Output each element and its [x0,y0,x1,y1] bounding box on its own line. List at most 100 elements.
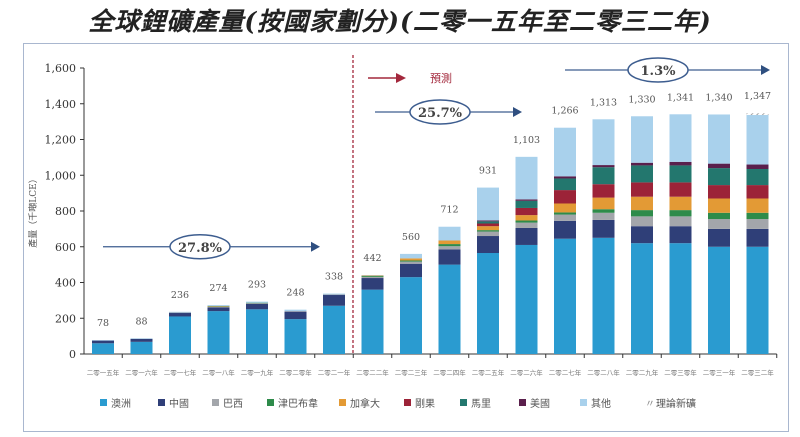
bar-segment-6 [515,200,538,208]
total-label: 88 [135,316,147,327]
bar-segment-7 [477,220,499,222]
bar-segment-8 [515,156,538,200]
bar-segment-0 [207,311,230,354]
chart-title: 全球鋰礦產量(按國家劃分)(二零一五年至二零三二年) [88,7,712,36]
legend-label: 中國 [169,397,189,410]
total-label: 712 [440,205,458,216]
bar-segment-8 [130,338,153,339]
legend-label: 美國 [530,397,550,410]
bar-segment-1 [592,219,615,238]
y-tick-label: 600 [55,241,76,254]
bar-segment-8 [207,305,230,306]
total-label: 293 [248,280,266,291]
x-tick-label: 二零二三年 [395,368,428,377]
bar-segment-3 [515,220,538,223]
bar-segment-4 [400,258,422,261]
bar-segment-1 [92,340,114,344]
bar-segment-3 [746,212,769,220]
cagr-forecast-1-arrow-head-icon [513,107,522,117]
x-tick-label: 二零一五年 [87,368,120,377]
bar-segment-8 [400,253,422,259]
x-tick-label: 二零二零年 [279,368,312,377]
bar-segment-8 [323,293,345,295]
legend-label: 巴西 [223,398,243,410]
bar-segment-0 [92,343,114,354]
bar-segment-4 [669,196,692,211]
total-label: 78 [97,318,109,329]
x-tick-label: 二零二五年 [472,368,505,377]
bar-segment-1 [746,228,769,247]
chart-frame [23,43,789,432]
legend-label: 其他 [591,397,611,410]
bar-segment-8 [708,114,730,164]
bar-segment-4 [746,198,769,213]
bar-segment-1 [708,228,730,247]
bar-segment-3 [631,210,653,217]
bar-segment-1 [669,226,692,244]
bar-segment-5 [592,184,615,198]
total-label: 1,347 [744,91,771,102]
bar-segment-8 [92,340,114,341]
total-label: 1,341 [667,92,694,103]
bar-segment-8 [554,127,576,177]
bar-segment-0 [130,341,153,354]
x-tick-label: 二零二一年 [318,368,351,377]
bar-segment-1 [361,278,384,290]
total-label: 274 [209,283,227,294]
bar-segment-0 [477,253,499,354]
total-label: 1,266 [551,106,578,117]
total-label: 248 [286,288,304,299]
bar-segment-8 [592,119,615,166]
bar-segment-8 [746,115,769,165]
legend-label: 剛果 [415,398,435,410]
bar-segment-2 [746,219,769,229]
cagr-forecast-2-label: 1.3% [641,64,677,79]
bar-segment-2 [515,222,538,228]
bar-segment-3 [438,244,461,247]
legend-swatch [212,399,219,406]
total-label: 931 [479,166,497,177]
legend-swatch [100,399,107,406]
bar-segment-4 [554,203,576,213]
bar-segment-6 [554,178,576,191]
bar-segment-4 [631,196,653,211]
y-axis-label: 產量（千噸LCE） [27,174,39,247]
bar-segment-1 [438,249,461,265]
bar-segment-3 [669,210,692,217]
bar-segment-6 [477,221,499,224]
bar-segment-3 [708,212,730,220]
bar-segment-1 [631,226,653,244]
bar-segment-4 [438,240,461,245]
bar-segment-2 [631,216,653,227]
bar-segment-8 [477,187,499,221]
bar-segment-2 [400,261,422,264]
bar-segment-1 [207,307,230,312]
bar-segment-0 [708,246,730,354]
legend-label: 理論新礦 [656,397,696,410]
total-label: 560 [402,232,420,243]
bar-segment-2 [169,312,191,314]
x-tick-label: 二零三一年 [703,368,736,377]
bar-segment-3 [246,302,268,304]
bar-segment-5 [746,185,769,199]
bar-segment-8 [438,226,461,241]
cagr-historical-ellipse [169,234,231,260]
bar-segment-7 [515,199,538,201]
bar-segment-7 [746,164,769,169]
y-tick-label: 1,000 [45,169,77,182]
bar-segment-6 [592,167,615,185]
bar-segment-1 [169,312,191,317]
bar-segment-3 [400,260,422,262]
total-label: 1,313 [590,97,617,108]
bar-segment-3 [207,306,230,307]
cagr-forecast-1-label: 25.7% [418,106,463,121]
x-tick-label: 二零一八年 [202,368,235,377]
bar-segment-8 [169,311,191,313]
legend-swatch [580,399,587,406]
bar-segment-8 [284,309,307,312]
bar-segment-0 [438,264,461,354]
legend-swatch [460,399,467,406]
legend-swatch [519,399,526,406]
y-tick-label: 200 [55,312,76,325]
bar-segment-1 [477,236,499,254]
